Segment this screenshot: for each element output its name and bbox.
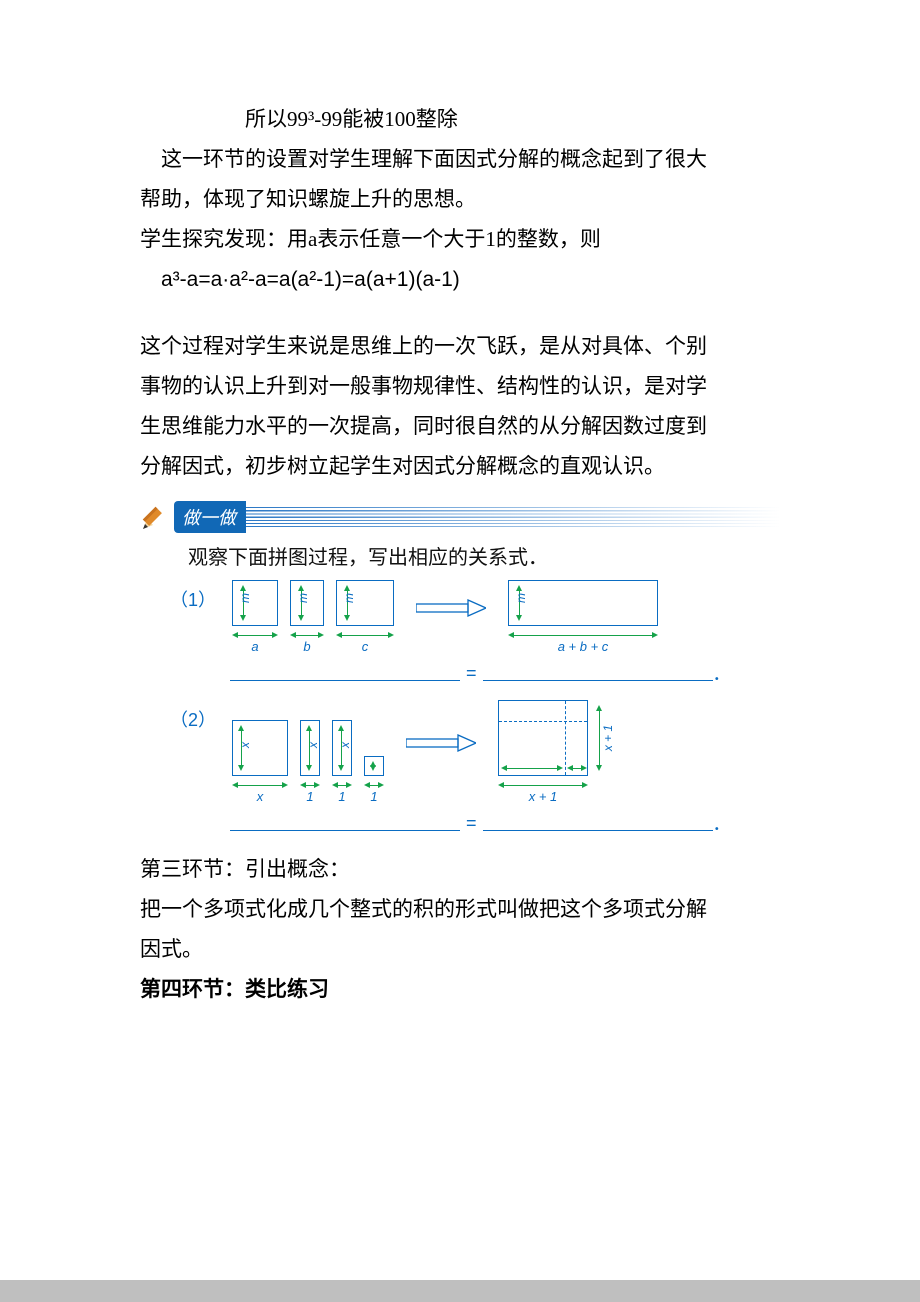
section3-title: 第三环节：引出概念： xyxy=(140,850,780,890)
para3-a: 这个过程对学生来说是思维上的一次飞跃，是从对具体、个别 xyxy=(140,327,780,367)
para3-b: 事物的认识上升到对一般事物规律性、结构性的认识，是对学 xyxy=(140,367,780,407)
para1-line-a: 这一环节的设置对学生理解下面因式分解的概念起到了很大 xyxy=(140,140,780,180)
eq-sign-2: = xyxy=(466,813,477,834)
equation-row-1: = ． xyxy=(230,660,780,686)
blank-2l xyxy=(230,816,460,831)
para4-b: 因式。 xyxy=(140,930,780,970)
eq-sign-1: = xyxy=(466,663,477,684)
do-it-banner: 做一做 xyxy=(140,499,780,535)
para2: 学生探究发现：用a表示任意一个大于1的整数，则 xyxy=(140,220,780,260)
m-label-3: m xyxy=(342,593,356,603)
x-label-v1: x xyxy=(238,742,252,748)
para3-d: 分解因式，初步树立起学生对因式分解概念的直观认识。 xyxy=(140,447,780,487)
xplus1-v-label: x + 1 xyxy=(601,725,615,751)
blank-1l xyxy=(230,666,460,681)
m-label: m xyxy=(238,593,252,603)
equation-row-2: = ． xyxy=(230,810,780,836)
para1-line-b: 帮助，体现了知识螺旋上升的思想。 xyxy=(140,180,780,220)
banner-lines xyxy=(246,507,780,527)
row2-label: （2） xyxy=(170,706,220,732)
dot-1: ． xyxy=(713,660,731,686)
conclusion-line: 所以99³-99能被100整除 xyxy=(140,100,780,140)
row1-label: （1） xyxy=(170,586,220,612)
section4-title: 第四环节：类比练习 xyxy=(140,970,780,1010)
para4-a: 把一个多项式化成几个整式的积的形式叫做把这个多项式分解 xyxy=(140,890,780,930)
blank-1r xyxy=(483,666,713,681)
x-label-v2: x xyxy=(306,742,320,748)
formula-line: a³-a=a·a²-a=a(a²-1)=a(a+1)(a-1) xyxy=(140,260,780,300)
footer-band xyxy=(0,1280,920,1302)
pencil-icon xyxy=(140,502,170,532)
dot-2: ． xyxy=(713,810,731,836)
m-label-2: m xyxy=(296,593,310,603)
arrow-icon xyxy=(416,598,486,618)
para3-c: 生思维能力水平的一次提高，同时很自然的从分解因数过度到 xyxy=(140,407,780,447)
blank-2r xyxy=(483,816,713,831)
x-label-v3: x xyxy=(338,742,352,748)
m-label-4: m xyxy=(514,593,528,603)
observe-text: 观察下面拼图过程，写出相应的关系式． xyxy=(188,541,780,570)
do-it-label: 做一做 xyxy=(174,501,246,533)
diagram-1: （1） m a m b m xyxy=(170,580,780,836)
arrow-icon-2 xyxy=(406,733,476,753)
